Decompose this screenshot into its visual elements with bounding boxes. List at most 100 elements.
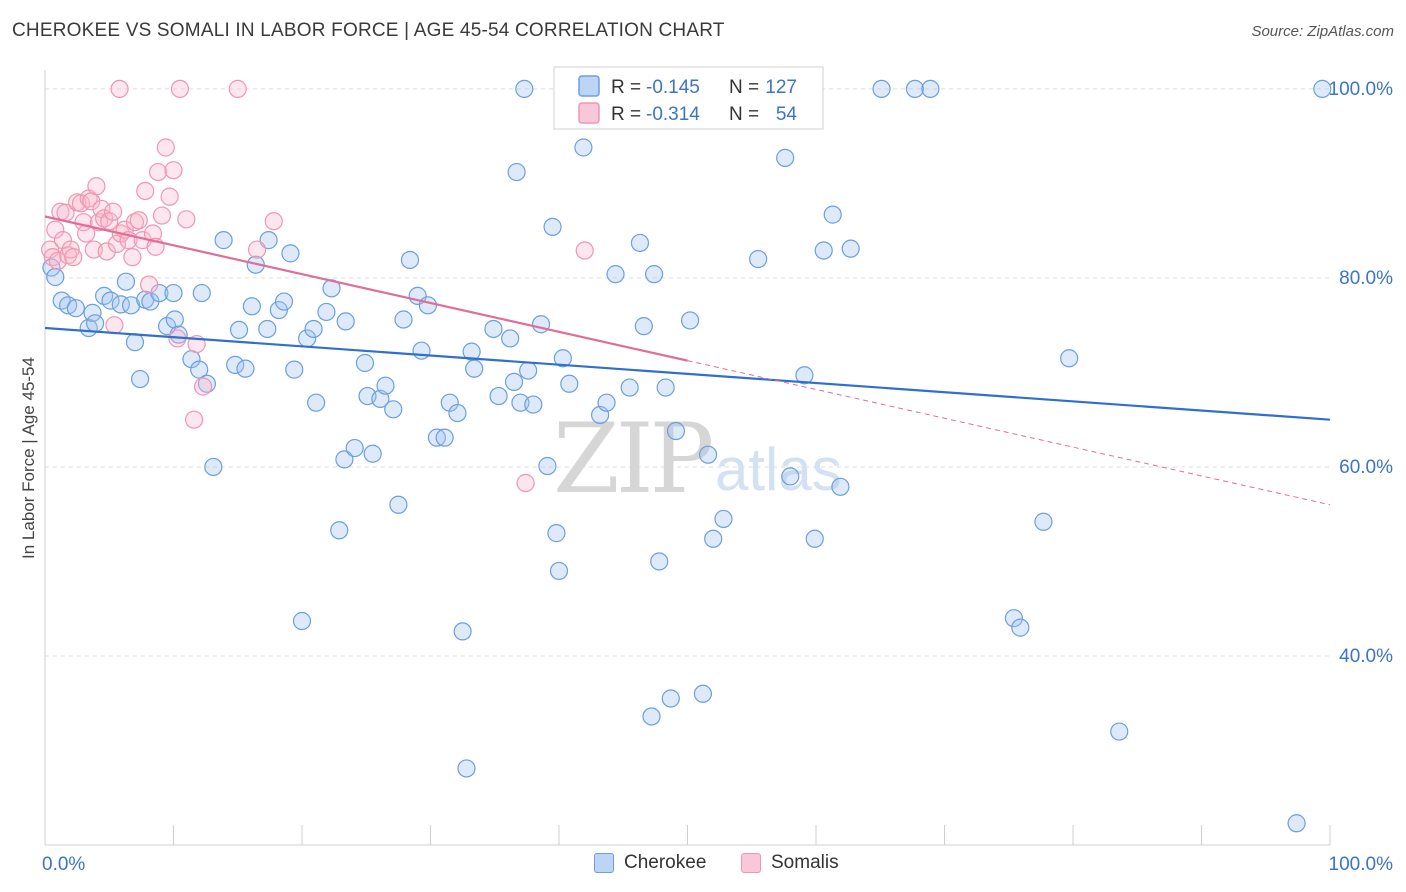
cherokee-point — [714, 509, 733, 529]
somalis-point — [170, 79, 190, 99]
cherokee-point — [693, 684, 713, 703]
cherokee-point — [805, 529, 824, 548]
somalis-point — [264, 212, 283, 231]
cherokee-point — [335, 450, 354, 469]
legend-label-cherokee: Cherokee — [624, 852, 707, 873]
cherokee-point — [448, 403, 467, 423]
source-label: Source: ZipAtlas.com — [1251, 23, 1394, 40]
n-label: N = — [729, 77, 759, 98]
cherokee-point — [376, 376, 395, 395]
cherokee-point — [1060, 349, 1079, 368]
somalis-point — [156, 138, 175, 157]
somalis-point — [100, 212, 119, 231]
cherokee-point — [101, 291, 120, 310]
somalis-point — [164, 161, 183, 180]
y-tick-label: 60.0% — [1339, 457, 1393, 478]
cherokee-point — [656, 378, 675, 397]
cherokee-point — [507, 162, 526, 182]
somalis-point — [104, 202, 123, 221]
cherokee-point — [795, 366, 814, 385]
cherokee-point — [412, 341, 431, 360]
cherokee-point — [574, 138, 593, 157]
cherokee-point — [214, 231, 233, 250]
cherokee-point — [274, 292, 294, 311]
cherokee-point — [330, 521, 349, 540]
cherokee-point — [549, 561, 569, 581]
somalis-point — [105, 316, 124, 335]
cherokee-point — [204, 457, 223, 477]
x-tick-label-end: 100.0% — [1329, 854, 1394, 875]
cherokee-point — [1004, 609, 1023, 628]
cherokee-point — [46, 267, 65, 287]
cherokee-point — [650, 552, 669, 571]
somalis-point — [97, 242, 116, 261]
cherokee-point — [698, 445, 718, 464]
cherokee-trend-line — [44, 326, 1331, 421]
cherokee-point — [192, 283, 211, 303]
legend-item-somalis[interactable]: Somalis — [741, 852, 839, 874]
legend-item-cherokee[interactable]: Cherokee — [594, 852, 706, 874]
somalis-point — [139, 275, 159, 294]
cherokee-point — [355, 353, 375, 373]
cherokee-point — [749, 249, 768, 269]
somalis-point — [228, 79, 247, 99]
n-value: 127 — [765, 77, 797, 98]
stats-legend: R = -0.145 N = 127 R = -0.314 N = 54 — [553, 66, 824, 130]
r-value: -0.314 — [646, 104, 700, 125]
cherokee-point — [841, 239, 860, 258]
x-tick-label-start: 0.0% — [42, 854, 85, 875]
y-axis-label: In Labor Force | Age 45-54 — [19, 357, 38, 559]
somalis-point — [247, 240, 267, 259]
somalis-legend-swatch-icon — [578, 102, 600, 124]
somalis-point — [123, 248, 142, 267]
cherokee-point — [814, 241, 833, 260]
cherokee-legend-swatch-icon — [578, 75, 600, 97]
somalis-point — [193, 377, 213, 396]
cherokee-point — [515, 79, 534, 99]
cherokee-point — [606, 265, 625, 284]
somalis-point — [48, 251, 67, 271]
cherokee-point — [236, 359, 255, 378]
cherokee-point — [501, 329, 520, 348]
somalis-point — [110, 79, 129, 99]
somalis-point — [87, 177, 106, 196]
cherokee-point — [281, 244, 300, 263]
cherokee-point — [389, 495, 408, 514]
cherokee-point — [642, 707, 661, 726]
cherokee-point — [363, 444, 382, 463]
watermark: ZIP atlas — [553, 403, 842, 515]
cherokee-point — [905, 79, 925, 99]
cherokee-point — [872, 79, 891, 99]
bottom-legend: Cherokee Somalis — [0, 852, 1406, 878]
cherokee-point — [524, 395, 543, 414]
cherokee-point — [823, 205, 842, 224]
cherokee-point — [317, 302, 336, 322]
cherokee-point — [130, 369, 150, 389]
cherokee-point — [597, 393, 616, 412]
watermark-atlas: atlas — [715, 436, 842, 503]
somalis-point — [64, 248, 83, 267]
cherokee-point — [116, 272, 136, 291]
cherokee-point — [553, 349, 572, 368]
cherokee-point — [292, 611, 312, 631]
cherokee-point — [1287, 814, 1306, 833]
cherokee-point — [465, 359, 484, 378]
cherokee-point — [427, 428, 447, 447]
cherokee-point — [242, 297, 261, 316]
cherokee-point — [547, 524, 566, 543]
tick-labels: 40.0% 60.0% 80.0% 100.0% 0.0% 100.0% — [42, 79, 1393, 875]
n-value: 54 — [776, 104, 798, 125]
somalis-swatch-icon — [741, 853, 761, 873]
somalis-point — [107, 234, 127, 254]
somalis-trend-line — [44, 215, 688, 362]
cherokee-point — [384, 400, 403, 419]
cherokee-point — [630, 233, 650, 253]
axes — [44, 70, 1331, 846]
cherokee-point — [644, 265, 664, 284]
somalis-point — [129, 211, 148, 230]
cherokee-point — [489, 386, 508, 406]
r-label: R = — [611, 104, 641, 125]
cherokee-point — [1011, 618, 1030, 637]
cherokee-point — [345, 438, 364, 458]
somalis-point — [160, 187, 179, 206]
